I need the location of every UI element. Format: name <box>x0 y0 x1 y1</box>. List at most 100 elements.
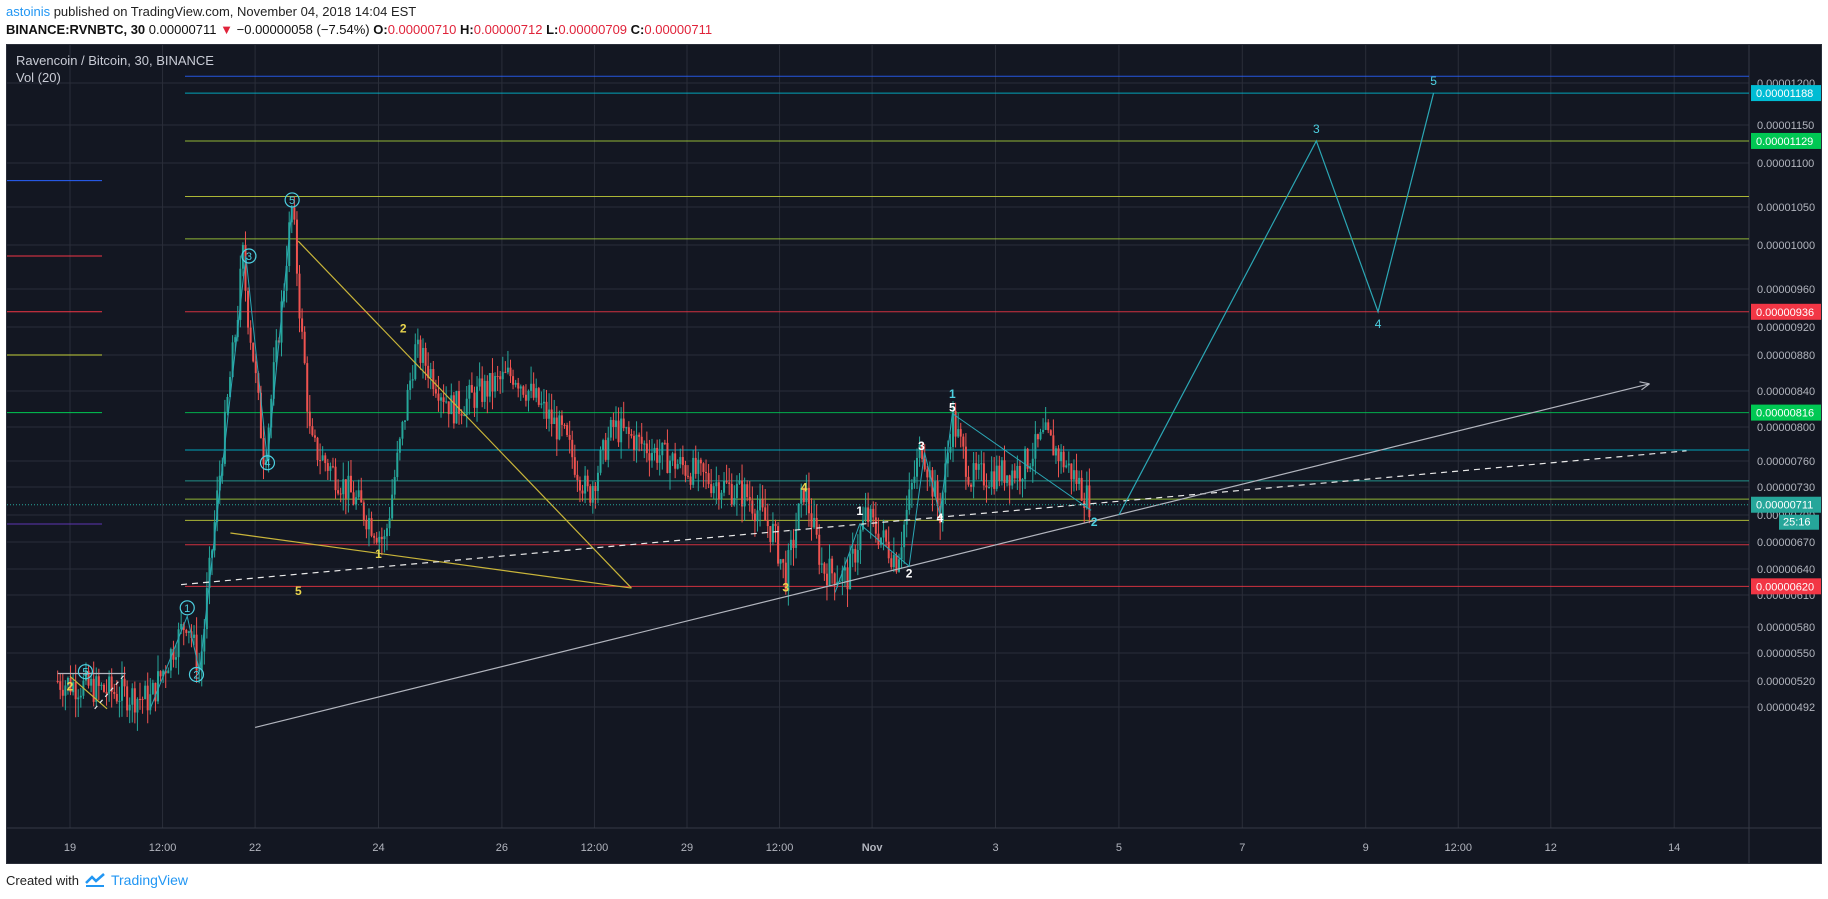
candle-body <box>476 386 479 408</box>
candle-body <box>270 398 273 428</box>
last-price: 0.00000711 <box>148 22 217 37</box>
candle-body <box>952 411 955 447</box>
price-badge <box>1751 404 1821 421</box>
candle-body <box>1075 470 1078 484</box>
dashed-trendline[interactable] <box>181 450 1687 586</box>
tradingview-brand-link[interactable]: TradingView <box>110 872 189 888</box>
candle-body <box>895 554 898 572</box>
candle-body <box>650 452 653 461</box>
price-tick-label: 0.00000840 <box>1757 386 1815 398</box>
candle-body <box>175 657 178 660</box>
wave-path-impulse[interactable] <box>149 206 293 710</box>
ticker-line: BINANCE:RVNBTC, 30 0.00000711 ▼ −0.00000… <box>6 22 712 38</box>
candle-body <box>491 373 494 392</box>
candle-body <box>373 535 376 538</box>
candle-body <box>723 481 726 493</box>
candle-body <box>411 379 414 381</box>
candle-body <box>1054 448 1057 456</box>
candle-body <box>555 417 558 440</box>
candle-body <box>921 444 924 460</box>
candle-body <box>532 383 535 398</box>
candle-body <box>962 436 965 447</box>
candle-body <box>666 442 669 473</box>
candle-body <box>452 395 455 424</box>
time-tick-label: 29 <box>681 842 693 854</box>
time-tick-label: 12:00 <box>149 842 177 854</box>
candle-body <box>514 382 517 385</box>
candle-body <box>923 459 926 470</box>
candle-body <box>252 342 255 362</box>
candle-body <box>841 570 844 582</box>
candle-body <box>84 670 87 681</box>
candle-body <box>676 464 679 469</box>
candle-body <box>473 392 476 408</box>
candle-body <box>1052 435 1055 456</box>
wave-label: 5 <box>82 667 88 679</box>
candle-body <box>859 529 862 551</box>
candle-body <box>612 419 615 427</box>
candle-body <box>254 361 257 374</box>
candle-body <box>537 388 540 405</box>
candle-body <box>1085 485 1088 508</box>
candle-body <box>488 373 491 397</box>
candle-body <box>813 517 816 528</box>
close-value: 0.00000711 <box>644 22 713 37</box>
created-with-text: Created with <box>6 872 79 888</box>
candle-body <box>164 670 167 674</box>
projection-wave-path[interactable] <box>1118 92 1435 516</box>
candle-body <box>1039 432 1042 440</box>
candle-body <box>100 684 103 686</box>
time-tick-label: 5 <box>1116 842 1122 854</box>
wave-label: 1 <box>856 504 863 518</box>
candle-body <box>843 567 846 571</box>
wave-path-sub[interactable] <box>834 412 1092 593</box>
candle-body <box>663 442 666 444</box>
ascending-trendline[interactable] <box>254 383 1650 729</box>
candle-body <box>66 677 69 686</box>
candle-body <box>916 457 919 477</box>
candle-body <box>728 482 731 484</box>
chart-area[interactable]: 3 4 5 5 2 1 2 3 4 5 2 1 5 3 4 1 2 3 4 5 1 2 0.00001200 0.000011… <box>6 44 1822 864</box>
candle-body <box>295 219 298 274</box>
price-tick-label: 0.00000580 <box>1757 622 1815 634</box>
candle-body <box>275 340 278 363</box>
candle-body <box>856 550 859 563</box>
left-yellow-trend[interactable] <box>69 675 108 710</box>
price-badge-label: 0.00001188 <box>1756 88 1813 100</box>
trendline-upper[interactable] <box>297 240 632 589</box>
candle-body <box>810 513 813 528</box>
candle-body <box>445 401 448 403</box>
wave-label-circle <box>259 455 276 471</box>
chart-title: Ravencoin / Bitcoin, 30, BINANCE <box>16 53 214 68</box>
candle-body <box>560 415 563 425</box>
wave-label: 2 <box>906 567 913 581</box>
candle-body <box>64 685 67 696</box>
author-link[interactable]: astoinis <box>6 4 51 19</box>
candle-body <box>1018 465 1021 482</box>
candle-body <box>1065 465 1068 468</box>
candle-body <box>635 434 638 451</box>
candle-body <box>342 479 345 495</box>
candle-body <box>1036 434 1039 440</box>
time-tick-label: 12:00 <box>1444 842 1472 854</box>
candle-body <box>370 518 373 536</box>
time-tick-label: 12:00 <box>766 842 794 854</box>
candle-body <box>203 629 206 652</box>
candle-body <box>169 649 172 671</box>
candle-body <box>61 689 64 696</box>
candle-body <box>596 472 599 492</box>
candle-body <box>586 475 589 487</box>
candle-body <box>890 558 893 568</box>
candle-body <box>761 499 764 508</box>
candle-body <box>200 651 203 670</box>
time-tick-label: 3 <box>992 842 998 854</box>
candle-body <box>756 510 759 522</box>
candle-body <box>385 528 388 537</box>
candle-body <box>934 481 937 497</box>
trendline-lower[interactable] <box>230 532 632 589</box>
candle-body <box>344 479 347 499</box>
candle-body <box>995 465 998 489</box>
candle-body <box>138 698 141 700</box>
candle-body <box>1031 458 1034 467</box>
